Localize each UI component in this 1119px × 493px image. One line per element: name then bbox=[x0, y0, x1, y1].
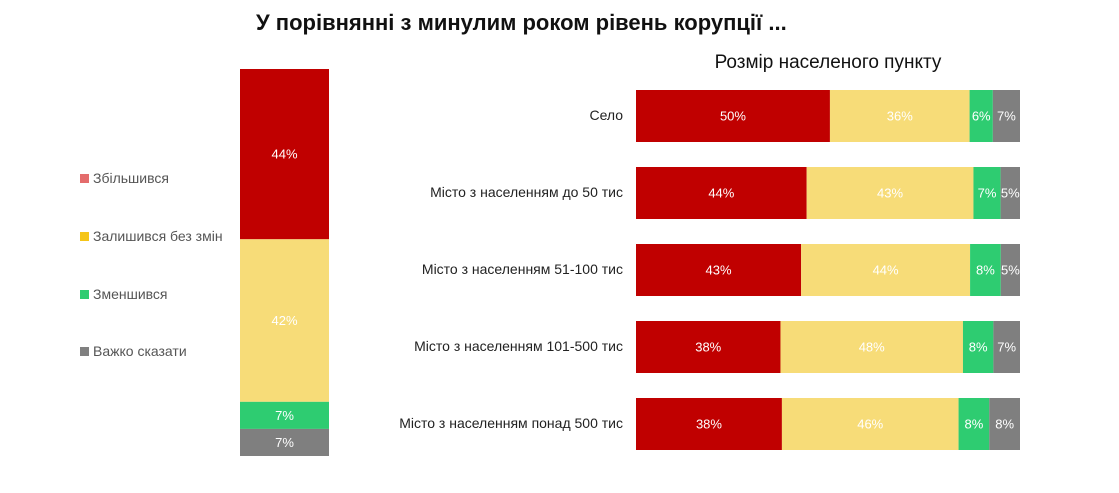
row-4-decreased-segment bbox=[958, 398, 990, 450]
row-0-increased-segment bbox=[636, 90, 830, 142]
row-1-hard-label: 5% bbox=[1001, 186, 1020, 201]
row-1-increased-label: 44% bbox=[708, 186, 734, 201]
total-bar-increased-segment bbox=[240, 69, 329, 240]
row-2-decreased-segment bbox=[970, 244, 1001, 296]
legend-swatch bbox=[80, 173, 89, 183]
legend-swatch bbox=[80, 346, 89, 356]
row-1-hard-segment bbox=[1000, 167, 1020, 219]
row-0-same-segment bbox=[829, 90, 970, 142]
category-label: Місто з населенням 101-500 тис bbox=[414, 338, 623, 354]
row-2-increased-label: 43% bbox=[706, 263, 732, 278]
row-4-increased-label: 38% bbox=[696, 417, 722, 432]
row-1-decreased-label: 7% bbox=[978, 186, 997, 201]
chart-subtitle: Розмір населеного пункту bbox=[714, 52, 942, 73]
chart-title: У порівнянні з минулим роком рівень кору… bbox=[256, 10, 787, 35]
row-3-increased-label: 38% bbox=[695, 340, 721, 355]
row-1-same-label: 43% bbox=[877, 186, 903, 201]
row-4-hard-segment bbox=[989, 398, 1020, 450]
row-4-same-segment bbox=[781, 398, 959, 450]
row-3-decreased-label: 8% bbox=[969, 340, 988, 355]
row-0-same-label: 36% bbox=[887, 109, 913, 124]
total-bar-decreased-segment bbox=[240, 401, 329, 429]
row-4-decreased-label: 8% bbox=[965, 417, 984, 432]
row-3-increased-segment bbox=[636, 321, 781, 373]
legend-item: Важко сказати bbox=[80, 343, 187, 359]
row-2-hard-label: 5% bbox=[1001, 263, 1020, 278]
row-3-same-segment bbox=[780, 321, 963, 373]
row-0-decreased-segment bbox=[969, 90, 993, 142]
row-1-decreased-segment bbox=[973, 167, 1001, 219]
row-0-decreased-label: 6% bbox=[972, 109, 991, 124]
total-bar-increased-label: 44% bbox=[271, 147, 297, 162]
legend-item: Зменшився bbox=[80, 286, 168, 302]
legend-item: Залишився без змін bbox=[80, 228, 223, 244]
category-label: Місто з населенням до 50 тис bbox=[430, 184, 623, 200]
row-3-decreased-segment bbox=[962, 321, 994, 373]
row-2-same-segment bbox=[801, 244, 971, 296]
row-4-same-label: 46% bbox=[857, 417, 883, 432]
row-0-hard-segment bbox=[992, 90, 1020, 142]
total-bar-same-label: 42% bbox=[271, 313, 297, 328]
row-2-decreased-label: 8% bbox=[976, 263, 995, 278]
legend-label: Збільшився bbox=[93, 170, 169, 186]
legend-swatch bbox=[80, 231, 89, 241]
row-4-increased-segment bbox=[636, 398, 782, 450]
row-2-hard-segment bbox=[1000, 244, 1020, 296]
total-bar-hard-label: 7% bbox=[275, 435, 294, 450]
legend-item: Збільшився bbox=[80, 170, 169, 186]
row-3-hard-segment bbox=[993, 321, 1020, 373]
row-2-same-label: 44% bbox=[873, 263, 899, 278]
row-0-increased-label: 50% bbox=[720, 109, 746, 124]
category-label: Місто з населенням понад 500 тис bbox=[399, 415, 623, 431]
legend-swatch bbox=[80, 289, 89, 299]
legend-label: Важко сказати bbox=[93, 343, 187, 359]
row-1-same-segment bbox=[806, 167, 974, 219]
total-bar-decreased-label: 7% bbox=[275, 408, 294, 423]
legend-label: Зменшився bbox=[93, 286, 168, 302]
row-2-increased-segment bbox=[636, 244, 802, 296]
row-0-hard-label: 7% bbox=[997, 109, 1016, 124]
category-label: Село bbox=[589, 107, 623, 123]
total-bar-same-segment bbox=[240, 239, 329, 402]
category-label: Місто з населенням 51-100 тис bbox=[421, 261, 623, 277]
legend-label: Залишився без змін bbox=[93, 228, 223, 244]
row-3-same-label: 48% bbox=[859, 340, 885, 355]
total-bar-hard-segment bbox=[240, 428, 329, 456]
row-1-increased-segment bbox=[636, 167, 807, 219]
row-4-hard-label: 8% bbox=[995, 417, 1014, 432]
row-3-hard-label: 7% bbox=[997, 340, 1016, 355]
